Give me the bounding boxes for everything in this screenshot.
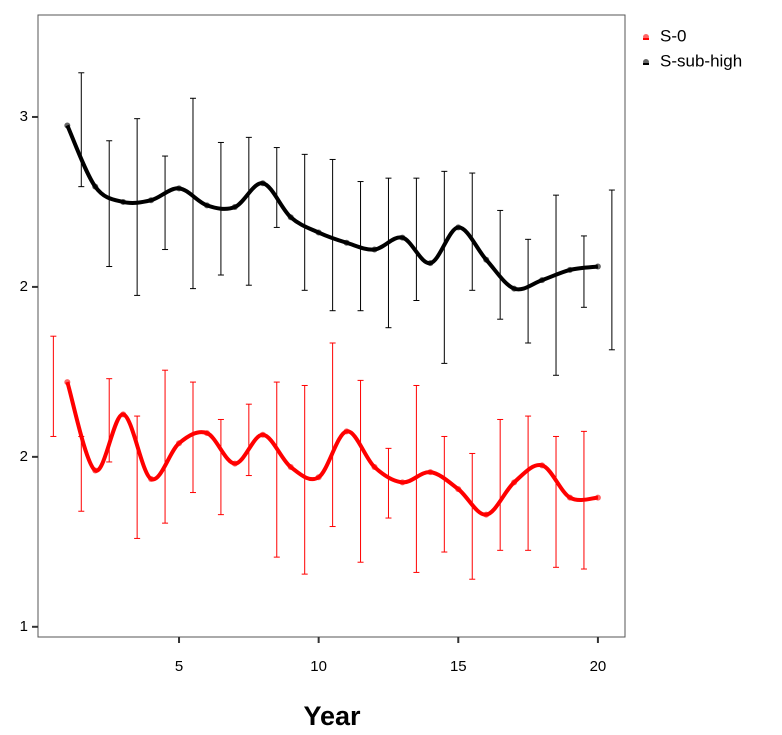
point [566, 494, 573, 501]
point [399, 234, 406, 241]
point [539, 462, 546, 469]
point [483, 256, 490, 263]
point [343, 239, 350, 246]
legend-label: S-sub-high [660, 51, 742, 70]
point [176, 185, 183, 192]
point [343, 428, 350, 435]
point [259, 180, 266, 187]
point [594, 263, 601, 270]
point [92, 183, 99, 190]
point [315, 474, 322, 481]
point [64, 122, 71, 129]
y-tick-label: 2 [20, 278, 28, 295]
point [148, 475, 155, 482]
point [371, 246, 378, 253]
point [427, 469, 434, 476]
point [566, 266, 573, 273]
point [148, 197, 155, 204]
y-tick-label: 3 [20, 108, 28, 125]
point [176, 440, 183, 447]
plot-frame [37, 14, 626, 638]
point [594, 494, 601, 501]
x-tick-label: 10 [310, 658, 327, 675]
point [511, 285, 518, 292]
point [371, 464, 378, 471]
point [203, 430, 210, 437]
x-tick-label: 15 [450, 658, 467, 675]
point [539, 277, 546, 284]
point [203, 202, 210, 209]
point [64, 379, 71, 386]
x-axis-label: Year [303, 701, 361, 731]
point [259, 431, 266, 438]
series-line [65, 381, 599, 517]
y-tick-label: 2 [20, 448, 28, 465]
legend-label: S-0 [660, 26, 686, 45]
point [287, 464, 294, 471]
point [231, 460, 238, 467]
y-tick-label: 1 [20, 618, 28, 635]
point [315, 229, 322, 236]
point [455, 486, 462, 493]
x-tick-label: 5 [175, 658, 183, 675]
point [511, 479, 518, 486]
point [399, 479, 406, 486]
x-tick-label: 20 [590, 658, 607, 675]
point [455, 224, 462, 231]
point [483, 511, 490, 518]
point [231, 204, 238, 211]
point [287, 214, 294, 221]
point [92, 467, 99, 474]
point [120, 198, 127, 205]
point [427, 260, 434, 267]
point [120, 411, 127, 418]
